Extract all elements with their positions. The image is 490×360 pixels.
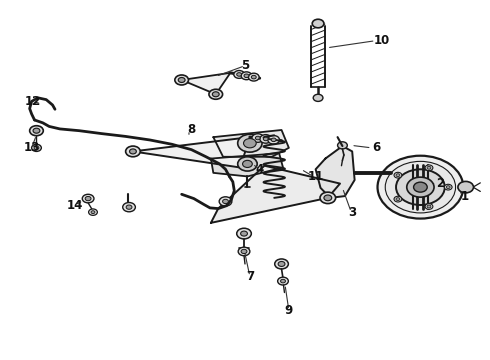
Circle shape xyxy=(251,75,256,79)
Text: 3: 3 xyxy=(348,206,356,219)
Circle shape xyxy=(234,71,245,78)
Circle shape xyxy=(446,186,450,189)
Circle shape xyxy=(377,156,463,219)
Circle shape xyxy=(31,144,41,152)
Circle shape xyxy=(238,157,257,171)
Circle shape xyxy=(237,73,242,76)
Circle shape xyxy=(263,137,268,141)
Circle shape xyxy=(244,139,256,148)
Circle shape xyxy=(394,172,402,178)
Polygon shape xyxy=(182,73,230,94)
Circle shape xyxy=(268,135,279,144)
Circle shape xyxy=(396,169,445,205)
Circle shape xyxy=(238,134,262,152)
Circle shape xyxy=(126,205,132,209)
Circle shape xyxy=(212,92,219,97)
Circle shape xyxy=(82,194,94,203)
Text: 8: 8 xyxy=(187,123,196,136)
Text: 1: 1 xyxy=(460,190,468,203)
Circle shape xyxy=(458,181,473,193)
Circle shape xyxy=(255,136,260,140)
Circle shape xyxy=(414,182,427,192)
Circle shape xyxy=(122,203,135,212)
Text: 12: 12 xyxy=(25,95,41,108)
Circle shape xyxy=(125,146,140,157)
Circle shape xyxy=(241,231,247,236)
Text: 11: 11 xyxy=(308,170,324,183)
Circle shape xyxy=(281,279,286,283)
Polygon shape xyxy=(213,130,289,157)
Polygon shape xyxy=(316,146,355,198)
Circle shape xyxy=(278,277,288,285)
Circle shape xyxy=(320,192,336,203)
Circle shape xyxy=(244,74,249,77)
Circle shape xyxy=(33,128,40,133)
Circle shape xyxy=(427,166,431,169)
Circle shape xyxy=(241,72,252,80)
Circle shape xyxy=(219,197,232,206)
Text: 6: 6 xyxy=(372,141,381,154)
Text: 9: 9 xyxy=(285,304,293,317)
Circle shape xyxy=(275,259,288,269)
Circle shape xyxy=(34,146,39,150)
Circle shape xyxy=(91,211,95,213)
Circle shape xyxy=(241,249,247,253)
Text: 2: 2 xyxy=(436,177,444,190)
Circle shape xyxy=(85,197,91,201)
Circle shape xyxy=(238,247,250,256)
Circle shape xyxy=(30,126,43,136)
Circle shape xyxy=(243,160,252,167)
Text: 4: 4 xyxy=(255,163,264,176)
Circle shape xyxy=(89,209,98,215)
Circle shape xyxy=(222,199,228,203)
Circle shape xyxy=(248,73,259,81)
Circle shape xyxy=(394,196,402,202)
Circle shape xyxy=(312,19,324,28)
Circle shape xyxy=(425,165,433,171)
Circle shape xyxy=(396,198,400,201)
Circle shape xyxy=(338,142,347,149)
Circle shape xyxy=(407,177,434,197)
Circle shape xyxy=(209,89,222,99)
Circle shape xyxy=(425,204,433,210)
Circle shape xyxy=(178,77,185,82)
Text: 7: 7 xyxy=(246,270,254,283)
Circle shape xyxy=(324,195,332,201)
Text: 13: 13 xyxy=(24,141,40,154)
Circle shape xyxy=(271,138,276,141)
Circle shape xyxy=(396,174,400,177)
Text: 5: 5 xyxy=(241,59,249,72)
Polygon shape xyxy=(211,166,340,223)
Circle shape xyxy=(175,75,189,85)
Circle shape xyxy=(252,134,264,142)
Circle shape xyxy=(129,149,136,154)
Circle shape xyxy=(444,184,452,190)
Circle shape xyxy=(260,135,271,143)
Circle shape xyxy=(278,261,285,266)
Circle shape xyxy=(427,205,431,208)
Circle shape xyxy=(385,161,456,213)
Polygon shape xyxy=(211,153,283,176)
Polygon shape xyxy=(133,137,250,167)
Circle shape xyxy=(237,228,251,239)
Text: 14: 14 xyxy=(66,198,83,212)
Circle shape xyxy=(313,94,323,102)
Text: 10: 10 xyxy=(373,34,390,47)
